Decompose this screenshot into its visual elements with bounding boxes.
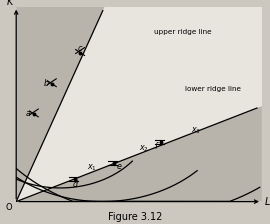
Text: f: f	[155, 142, 158, 151]
Text: $x_3$: $x_3$	[191, 125, 201, 136]
Text: Figure 3.12: Figure 3.12	[108, 212, 162, 222]
Text: c: c	[78, 44, 82, 53]
Text: O: O	[5, 203, 12, 212]
Text: lower ridge line: lower ridge line	[185, 86, 241, 92]
Text: $x_2$: $x_2$	[139, 143, 149, 154]
Text: upper ridge line: upper ridge line	[154, 29, 212, 35]
Text: d: d	[73, 180, 78, 189]
Text: a: a	[26, 109, 31, 118]
Text: L: L	[264, 197, 270, 207]
Text: e: e	[117, 162, 122, 171]
Text: b: b	[44, 79, 49, 88]
Polygon shape	[16, 7, 104, 202]
Text: K: K	[7, 0, 13, 7]
Polygon shape	[16, 106, 262, 202]
Text: $x_1$: $x_1$	[87, 163, 97, 173]
